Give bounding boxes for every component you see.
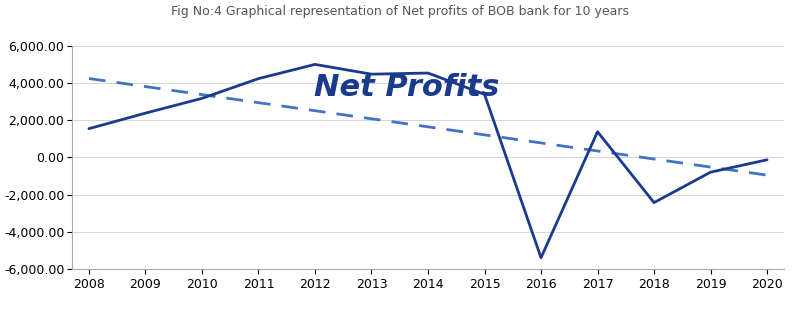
Text: Net Profits: Net Profits [314, 73, 499, 102]
Text: Fig No:4 Graphical representation of Net profits of BOB bank for 10 years: Fig No:4 Graphical representation of Net… [171, 5, 629, 18]
